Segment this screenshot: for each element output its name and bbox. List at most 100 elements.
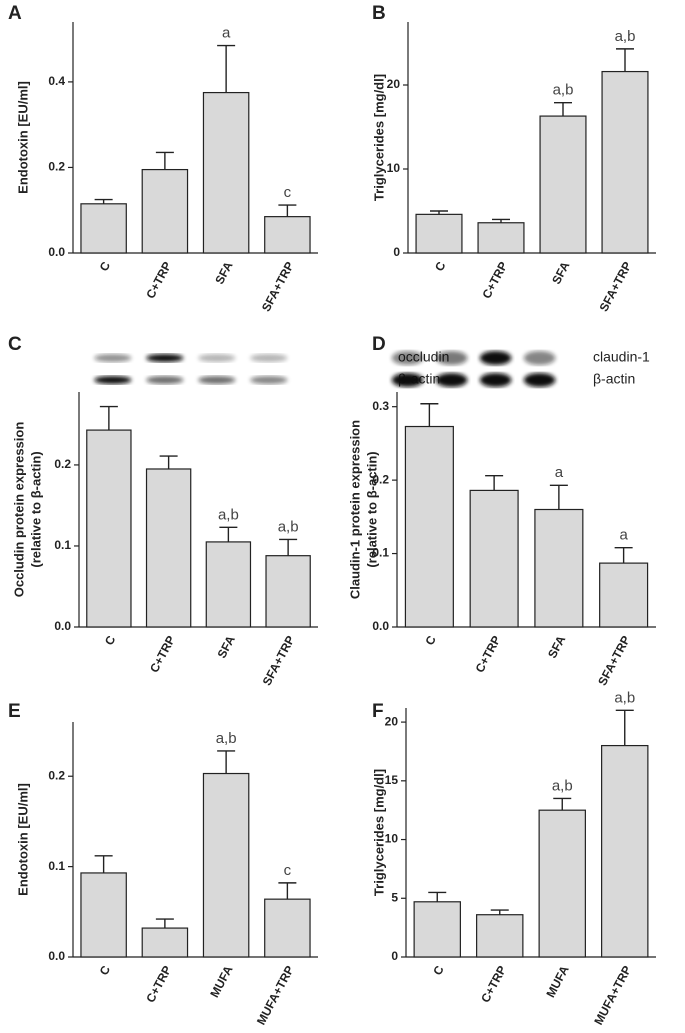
bar <box>264 898 311 958</box>
bar <box>264 216 311 254</box>
x-tick-label: C+TRP <box>473 633 504 675</box>
panel-letter: C <box>8 334 22 355</box>
x-tick-label: C+TRP <box>147 633 178 675</box>
bar <box>534 508 584 628</box>
y-tick-label: 0 <box>393 245 400 259</box>
x-tick-label: C <box>432 259 449 274</box>
y-tick-label: 20 <box>385 714 399 728</box>
y-axis-label: Triglycerides [mg/dl] <box>371 74 386 201</box>
blot-band <box>94 376 132 384</box>
y-tick-label: 0.2 <box>372 472 389 486</box>
y-axis-label: Triglycerides [mg/dl] <box>371 769 386 896</box>
panel-letter: D <box>372 334 386 355</box>
bar <box>404 425 454 628</box>
bar <box>476 914 524 958</box>
panel-letter: F <box>372 701 384 722</box>
bar <box>601 70 649 254</box>
bar <box>86 429 132 628</box>
blot-band <box>250 354 288 362</box>
bar <box>202 772 250 958</box>
bar <box>601 744 649 958</box>
y-tick-label: 0.1 <box>372 546 389 560</box>
blot-band <box>198 354 236 362</box>
bar <box>141 927 189 958</box>
significance-label: a,b <box>553 82 574 99</box>
y-tick-label: 0.0 <box>54 619 71 633</box>
bar <box>80 203 127 254</box>
panel-letter: A <box>8 3 22 24</box>
blot-band <box>94 354 132 362</box>
significance-label: a,b <box>218 506 239 523</box>
x-tick-label: C <box>430 963 447 978</box>
y-axis-label: (relative to β-actin) <box>364 451 379 567</box>
x-tick-label: C+TRP <box>479 259 510 301</box>
significance-label: a,b <box>614 689 635 706</box>
y-tick-label: 0.4 <box>48 74 65 88</box>
x-tick-label: SFA <box>545 633 568 660</box>
blot-band <box>479 373 512 387</box>
bar <box>469 489 519 628</box>
blot-band <box>146 354 184 362</box>
x-tick-label: C <box>422 633 439 648</box>
bar <box>145 468 192 628</box>
significance-label: c <box>284 184 292 201</box>
x-tick-label: MUFA+TRP <box>591 963 634 1027</box>
significance-label: a,b <box>552 777 573 794</box>
y-tick-label: 10 <box>387 161 401 175</box>
y-tick-label: 10 <box>385 832 399 846</box>
x-tick-label: C+TRP <box>143 259 174 301</box>
blot-label: β-actin <box>593 371 635 387</box>
x-tick-label: SFA+TRP <box>595 633 633 688</box>
x-tick-label: C+TRP <box>478 963 509 1005</box>
blot-band <box>435 373 468 387</box>
x-tick-label: SFA <box>215 633 238 660</box>
x-tick-label: SFA+TRP <box>259 259 297 314</box>
x-tick-label: C <box>97 963 114 978</box>
bar <box>538 809 586 958</box>
y-tick-label: 0.0 <box>48 949 65 963</box>
blot-label: claudin-1 <box>593 349 650 365</box>
y-tick-label: 20 <box>387 77 401 91</box>
y-tick-label: 0.2 <box>48 160 65 174</box>
y-axis-label: Endotoxin [EU/ml] <box>15 783 30 896</box>
blot-band <box>391 373 424 387</box>
significance-label: a,b <box>278 518 299 535</box>
y-axis-label: (relative to β-actin) <box>28 451 43 567</box>
significance-label: a,b <box>615 28 636 45</box>
bar <box>477 222 525 254</box>
bar <box>205 541 252 628</box>
significance-label: a <box>222 24 231 41</box>
bar <box>202 91 250 254</box>
blot-band <box>479 351 512 365</box>
bar <box>539 115 587 254</box>
blot-band <box>391 351 424 365</box>
y-tick-label: 0 <box>391 949 398 963</box>
bar <box>415 213 463 254</box>
x-tick-label: MUFA+TRP <box>254 963 297 1027</box>
bar <box>80 872 127 958</box>
significance-label: a,b <box>216 730 237 747</box>
blot-band <box>523 351 556 365</box>
x-tick-label: C <box>102 633 119 648</box>
x-tick-label: SFA <box>212 259 235 286</box>
y-tick-label: 0.1 <box>54 538 71 552</box>
x-tick-label: C <box>97 259 114 274</box>
y-axis-label: Occludin protein expression <box>11 422 26 598</box>
bar <box>413 901 461 958</box>
y-tick-label: 0.1 <box>48 859 65 873</box>
y-tick-label: 15 <box>385 773 399 787</box>
panel-letter: E <box>8 701 21 722</box>
bar <box>141 168 189 254</box>
blot-band <box>198 376 236 384</box>
x-tick-label: MUFA <box>543 963 571 1000</box>
y-tick-label: 0.0 <box>372 619 389 633</box>
y-tick-label: 0.0 <box>48 245 65 259</box>
x-tick-label: C+TRP <box>143 963 174 1005</box>
blot-band <box>146 376 184 384</box>
bar <box>265 555 311 628</box>
significance-label: c <box>284 862 292 879</box>
y-axis-label: Claudin-1 protein expression <box>347 420 362 599</box>
y-tick-label: 0.2 <box>48 768 65 782</box>
blot-band <box>250 376 288 384</box>
